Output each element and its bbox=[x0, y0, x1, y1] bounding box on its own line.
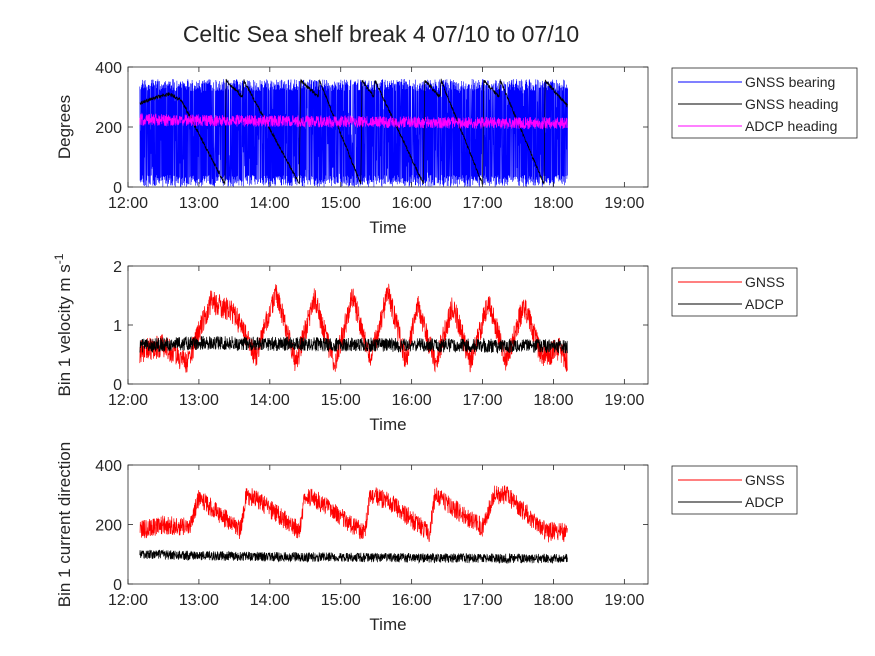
x-tick-label: 16:00 bbox=[392, 195, 432, 212]
subplot-3: 12:00 13:00 14:00 15:00 16:00 17:00 18:00 19:00… bbox=[55, 442, 798, 634]
subplot-2: 12:00 13:00 14:00 15:00 16:00 17:00 18:00 19:00… bbox=[52, 253, 798, 434]
x-tick-label: 14:00 bbox=[250, 195, 290, 212]
axes-background bbox=[128, 266, 648, 384]
x-tick-label: 14:00 bbox=[250, 392, 290, 409]
y-axis-label: Bin 1 velocity m s-1 bbox=[52, 253, 74, 396]
y-tick-label: 0 bbox=[113, 377, 122, 394]
plots-layer: 12:00 13:00 14:00 15:00 16:00 17:00 18:00 19:00… bbox=[52, 60, 858, 634]
data-layer bbox=[139, 78, 568, 187]
x-tick-label: 19:00 bbox=[604, 592, 644, 609]
x-tick-label: 17:00 bbox=[463, 392, 503, 409]
x-tick-label: 13:00 bbox=[179, 392, 219, 409]
y-tick-label: 2 bbox=[113, 259, 122, 276]
legend: GNSS ADCP bbox=[671, 267, 798, 317]
x-tick-label: 16:00 bbox=[392, 392, 432, 409]
x-tick-label: 13:00 bbox=[179, 195, 219, 212]
x-tick-label: 18:00 bbox=[533, 195, 573, 212]
legend-entry-label: GNSS heading bbox=[745, 96, 838, 112]
legend: GNSS bearing GNSS heading ADCP heading bbox=[671, 67, 858, 139]
legend-entry-label: ADCP bbox=[745, 494, 784, 510]
series-line-1 bbox=[139, 79, 568, 187]
x-axis-label: Time bbox=[369, 415, 406, 434]
x-tick-label: 15:00 bbox=[321, 195, 361, 212]
y-axis-label-main: Bin 1 velocity m s bbox=[55, 264, 74, 396]
x-tick-label: 19:00 bbox=[604, 195, 644, 212]
x-tick-label: 16:00 bbox=[392, 592, 432, 609]
x-tick-label: 12:00 bbox=[108, 592, 148, 609]
figure-title: Celtic Sea shelf break 4 07/10 to 07/10 bbox=[183, 21, 579, 47]
y-tick-label: 0 bbox=[113, 180, 122, 197]
series-line-1 bbox=[139, 283, 568, 373]
series-line-2 bbox=[139, 549, 568, 564]
legend-box bbox=[671, 465, 798, 515]
x-tick-label: 18:00 bbox=[533, 592, 573, 609]
y-tick-label: 200 bbox=[95, 518, 122, 535]
x-tick-label: 15:00 bbox=[321, 392, 361, 409]
y-tick-label: 400 bbox=[95, 60, 122, 77]
y-tick-label: 200 bbox=[95, 120, 122, 137]
y-tick-label: 1 bbox=[113, 318, 122, 335]
x-tick-label: 13:00 bbox=[179, 592, 219, 609]
x-axis-label: Time bbox=[369, 218, 406, 237]
y-axis-label: Bin 1 current direction bbox=[55, 442, 74, 607]
x-tick-label: 12:00 bbox=[108, 195, 148, 212]
x-axis-label: Time bbox=[369, 615, 406, 634]
series-line-2 bbox=[139, 78, 568, 186]
x-tick-label: 15:00 bbox=[321, 592, 361, 609]
x-tick-label: 18:00 bbox=[533, 392, 573, 409]
y-axis-label-superscript: -1 bbox=[52, 253, 66, 264]
data-layer bbox=[139, 485, 568, 564]
legend: GNSS ADCP bbox=[671, 465, 798, 515]
series-line-3 bbox=[139, 112, 568, 130]
x-tick-label: 19:00 bbox=[604, 392, 644, 409]
data-layer bbox=[139, 283, 568, 373]
legend-entry-label: ADCP heading bbox=[745, 118, 837, 134]
y-axis-label: Degrees bbox=[55, 95, 74, 159]
x-tick-label: 17:00 bbox=[463, 592, 503, 609]
y-tick-label: 400 bbox=[95, 458, 122, 475]
x-tick-label: 14:00 bbox=[250, 592, 290, 609]
legend-entry-label: GNSS bearing bbox=[745, 74, 835, 90]
x-tick-label: 12:00 bbox=[108, 392, 148, 409]
x-tick-label: 17:00 bbox=[463, 195, 503, 212]
legend-box bbox=[671, 267, 798, 317]
legend-entry-label: GNSS bbox=[745, 274, 785, 290]
series-line-2 bbox=[139, 335, 568, 354]
axes-background bbox=[128, 465, 648, 584]
subplot-1: 12:00 13:00 14:00 15:00 16:00 17:00 18:00 19:00… bbox=[55, 60, 858, 237]
series-line-1 bbox=[139, 485, 568, 543]
legend-entry-label: GNSS bbox=[745, 472, 785, 488]
y-tick-label: 0 bbox=[113, 577, 122, 594]
legend-entry-label: ADCP bbox=[745, 296, 784, 312]
